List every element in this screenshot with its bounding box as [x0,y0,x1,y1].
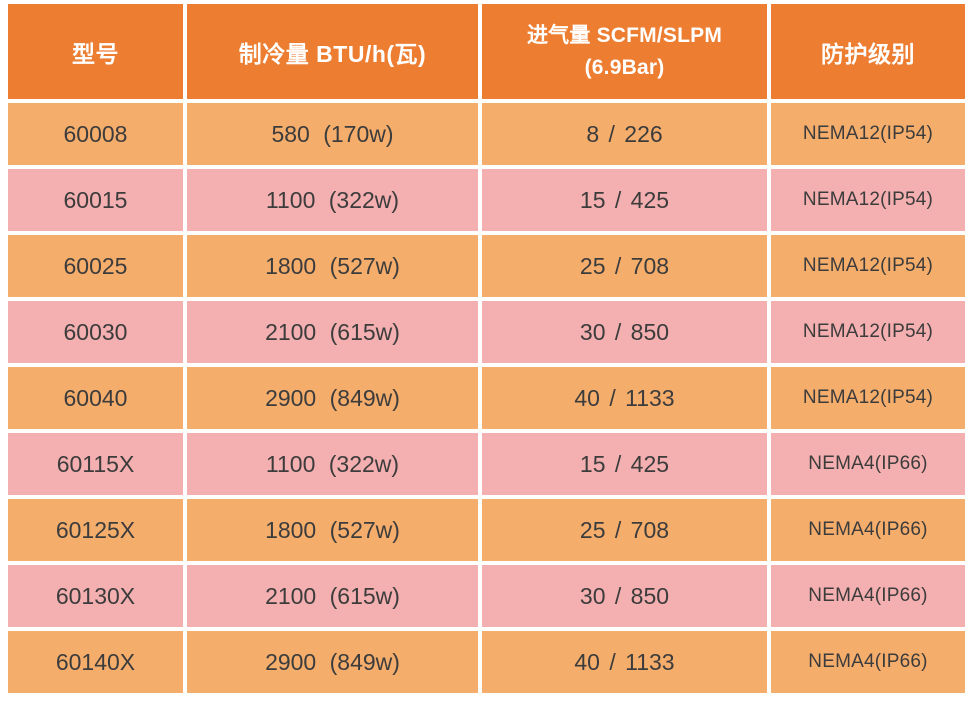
cell-cooling-capacity: 580 (170w) [187,103,478,165]
cell-model: 60140X [8,631,183,693]
cell-protection-level: NEMA12(IP54) [771,301,965,363]
cell-cooling-capacity: 1800 (527w) [187,499,478,561]
cell-model: 60025 [8,235,183,297]
cell-model: 60115X [8,433,183,495]
cell-model: 60125X [8,499,183,561]
cell-model: 60008 [8,103,183,165]
header-cell-cooling-capacity: 制冷量 BTU/h(瓦) [187,4,478,99]
cell-cooling-capacity: 2100 (615w) [187,565,478,627]
cell-cooling-capacity: 1800 (527w) [187,235,478,297]
cell-protection-level: NEMA4(IP66) [771,565,965,627]
cell-protection-level: NEMA4(IP66) [771,433,965,495]
cell-model: 60015 [8,169,183,231]
cell-cooling-capacity: 2100 (615w) [187,301,478,363]
cell-model: 60130X [8,565,183,627]
cell-protection-level: NEMA12(IP54) [771,235,965,297]
cell-model: 60030 [8,301,183,363]
header-cell-air-intake: 进气量 SCFM/SLPM (6.9Bar) [482,4,767,99]
cell-air-intake: 30 / 850 [482,565,767,627]
cell-air-intake: 40 / 1133 [482,631,767,693]
cell-cooling-capacity: 1100 (322w) [187,169,478,231]
cell-air-intake: 15 / 425 [482,433,767,495]
cell-cooling-capacity: 1100 (322w) [187,433,478,495]
cell-air-intake: 25 / 708 [482,235,767,297]
cell-protection-level: NEMA12(IP54) [771,103,965,165]
cell-protection-level: NEMA12(IP54) [771,367,965,429]
cell-cooling-capacity: 2900 (849w) [187,367,478,429]
header-cell-model: 型号 [8,4,183,99]
cell-air-intake: 25 / 708 [482,499,767,561]
cell-air-intake: 30 / 850 [482,301,767,363]
cell-model: 60040 [8,367,183,429]
cell-protection-level: NEMA12(IP54) [771,169,965,231]
header-cell-protection-level: 防护级别 [771,4,965,99]
cell-air-intake: 8 / 226 [482,103,767,165]
cell-protection-level: NEMA4(IP66) [771,499,965,561]
header-air-intake-line1: 进气量 SCFM/SLPM [526,24,723,47]
cell-air-intake: 40 / 1133 [482,367,767,429]
header-air-intake-line2: (6.9Bar) [584,55,665,79]
cell-cooling-capacity: 2900 (849w) [187,631,478,693]
cell-protection-level: NEMA4(IP66) [771,631,965,693]
cell-air-intake: 15 / 425 [482,169,767,231]
